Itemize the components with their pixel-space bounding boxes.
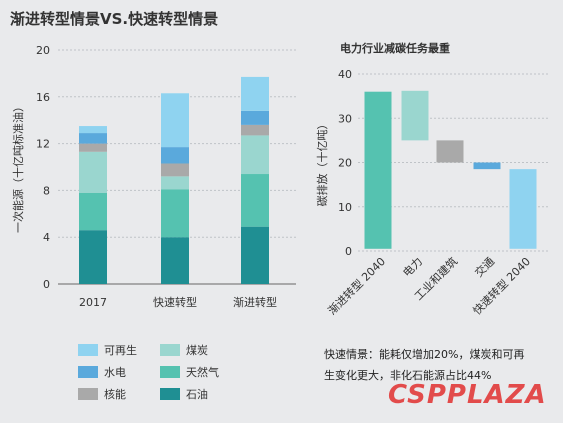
chart2-y-tick-label: 0 — [345, 245, 352, 258]
chart1-bar-segment — [241, 174, 269, 227]
chart1-category-label: 2017 — [79, 296, 107, 309]
chart1-bar-segment — [79, 151, 107, 193]
chart1-bar-segment — [161, 147, 189, 164]
legend-swatch — [78, 388, 98, 400]
chart1-y-tick-label: 8 — [43, 184, 50, 197]
legend-label: 天然气 — [186, 366, 219, 379]
chart1-bar-segment — [161, 93, 189, 148]
chart2-y-tick-label: 10 — [338, 201, 352, 214]
chart2-category-label: 渐进转型 2040 — [325, 254, 388, 317]
legend-swatch — [78, 344, 98, 356]
legend-swatch — [160, 388, 180, 400]
chart1-bar-segment — [79, 192, 107, 231]
chart1-bar-segment — [241, 110, 269, 125]
chart1-bar-segment — [161, 189, 189, 238]
legend-swatch — [78, 366, 98, 378]
legend-label: 可再生 — [104, 344, 137, 357]
scenario-note: 快速情景：能耗仅增加20%，煤炭和可再生变化更大，非化石能源占比44% — [324, 348, 525, 382]
chart1-bar-segment — [79, 126, 107, 134]
chart2-bar — [401, 90, 429, 141]
page-title: 渐进转型情景VS.快速转型情景 — [10, 10, 219, 28]
chart1-y-tick-label: 4 — [43, 231, 50, 244]
chart1-bar-segment — [241, 135, 269, 175]
chart2-bar — [473, 162, 501, 170]
legend-label: 水电 — [104, 366, 126, 379]
legend-swatch — [160, 344, 180, 356]
chart2-bar — [509, 169, 537, 249]
chart1-y-tick-label: 20 — [36, 44, 50, 57]
chart1-bar-segment — [79, 133, 107, 144]
chart1-bar-segment — [241, 124, 269, 136]
chart1-bar-segment — [161, 176, 189, 190]
chart1-y-axis-label: 一次能源（十亿吨标准油） — [11, 101, 25, 233]
chart2-bar — [364, 91, 392, 249]
chart1-category-label: 渐进转型 — [233, 295, 277, 309]
chart2-y-tick-label: 20 — [338, 157, 352, 170]
chart2-category-label: 交通 — [472, 254, 497, 279]
chart2-y-axis-label: 碳排放（十亿吨） — [315, 119, 329, 207]
legend-label: 核能 — [104, 388, 126, 401]
chart1-bar-segment — [241, 226, 269, 284]
legend-label: 石油 — [186, 388, 208, 401]
legend-swatch — [160, 366, 180, 378]
chart2-y-tick-label: 40 — [338, 68, 352, 81]
chart1-y-tick-label: 16 — [36, 91, 50, 104]
chart1-bar-segment — [161, 163, 189, 177]
chart1-bar-segment — [161, 237, 189, 284]
chart1-bar-segment — [241, 76, 269, 111]
chart2-bar — [436, 140, 464, 163]
legend-label: 煤炭 — [186, 344, 208, 357]
chart1-category-label: 快速转型 — [153, 295, 197, 309]
chart2-category-label: 电力 — [400, 255, 425, 280]
chart1-y-tick-label: 12 — [36, 138, 50, 151]
watermark-logo: CSPPLAZA — [388, 380, 547, 410]
chart2-title: 电力行业减碳任务最重 — [340, 41, 450, 55]
chart1-bar-segment — [79, 230, 107, 284]
chart1-y-tick-label: 0 — [43, 278, 50, 291]
chart2-y-tick-label: 30 — [338, 112, 352, 125]
chart1-bar-segment — [79, 143, 107, 152]
